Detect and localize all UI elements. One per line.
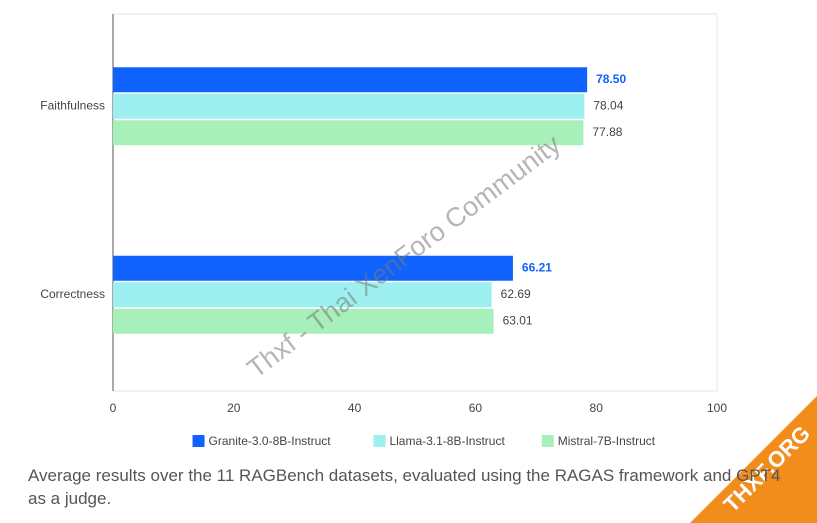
legend-label: Llama-3.1-8B-Instruct [389,434,505,448]
value-label: 62.69 [501,287,531,301]
legend-label: Mistral-7B-Instruct [558,434,656,448]
x-tick-label: 80 [590,401,604,415]
x-tick-label: 40 [348,401,362,415]
legend-swatch [192,435,205,447]
x-tick-label: 20 [227,401,241,415]
value-label: 77.88 [592,125,622,139]
value-label: 78.04 [593,98,623,112]
caption: Average results over the 11 RAGBench dat… [28,466,781,508]
value-label: 78.50 [596,72,626,86]
legend-label: Granite-3.0-8B-Instruct [209,434,332,448]
y-tick-label: Faithfulness [40,98,105,112]
x-tick-label: 100 [707,401,727,415]
bar [113,255,513,281]
y-tick-label: Correctness [40,287,105,301]
legend-swatch [541,435,554,447]
bar [113,67,588,93]
value-label: 63.01 [503,313,533,327]
bar [113,120,584,146]
bar [113,93,585,119]
badge-bg [690,396,817,523]
bar [113,308,494,334]
x-tick-label: 60 [469,401,483,415]
bar [113,282,492,308]
value-label: 66.21 [522,260,552,274]
x-tick-label: 0 [110,401,117,415]
legend-swatch [373,435,386,447]
